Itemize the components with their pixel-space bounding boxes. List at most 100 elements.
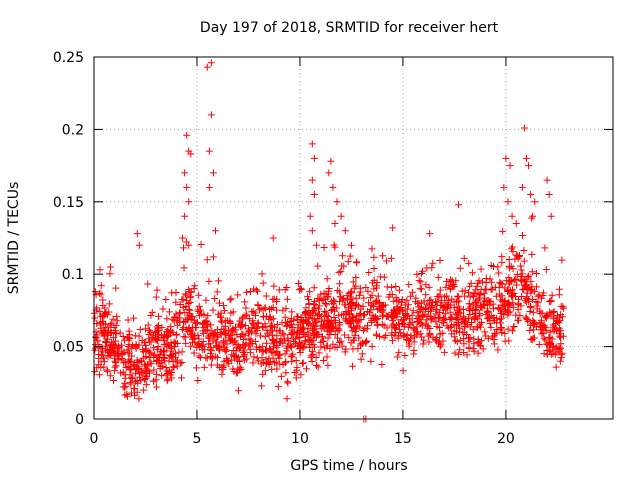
data-point	[527, 191, 535, 199]
data-point	[424, 332, 432, 340]
data-point	[432, 298, 440, 306]
data-point	[451, 349, 459, 357]
data-point	[540, 350, 548, 358]
y-tick-label: 0.2	[62, 122, 84, 138]
data-point	[333, 334, 341, 342]
data-point	[177, 374, 185, 382]
data-point	[387, 254, 395, 262]
data-point	[151, 328, 159, 336]
data-point	[92, 333, 100, 341]
data-point	[325, 284, 333, 292]
data-point	[202, 296, 210, 304]
data-point	[323, 275, 331, 283]
data-point	[426, 230, 434, 238]
data-point	[172, 298, 180, 306]
data-point	[370, 253, 378, 261]
data-point	[528, 250, 536, 258]
data-point	[261, 367, 269, 375]
data-point	[335, 326, 343, 334]
data-point	[337, 337, 345, 345]
data-point	[270, 282, 278, 290]
data-point	[545, 339, 553, 347]
data-point	[243, 311, 251, 319]
data-point	[497, 324, 505, 332]
data-point	[407, 332, 415, 340]
data-point	[556, 316, 564, 324]
data-point	[504, 325, 512, 333]
data-point	[166, 368, 174, 376]
data-point	[287, 352, 295, 360]
data-point	[336, 338, 344, 346]
data-point	[154, 335, 162, 343]
data-point	[207, 345, 215, 353]
data-point	[356, 288, 364, 296]
data-point	[103, 346, 111, 354]
data-point	[481, 285, 489, 293]
data-point	[268, 365, 276, 373]
data-point	[509, 247, 517, 255]
data-point	[530, 326, 538, 334]
data-point	[312, 362, 320, 370]
data-point	[259, 348, 267, 356]
data-point	[399, 367, 407, 375]
data-point	[225, 334, 233, 342]
data-point	[401, 351, 409, 359]
data-point	[440, 314, 448, 322]
data-point	[560, 304, 568, 312]
data-point	[320, 356, 328, 364]
data-point	[292, 356, 300, 364]
data-point	[392, 310, 400, 318]
data-point	[546, 298, 554, 306]
data-point	[429, 259, 437, 267]
data-point	[105, 300, 113, 308]
data-point	[180, 264, 188, 272]
data-point	[337, 212, 345, 220]
data-point	[241, 332, 249, 340]
data-point	[353, 322, 361, 330]
data-point	[416, 315, 424, 323]
data-point	[205, 277, 213, 285]
data-point	[107, 338, 115, 346]
data-point	[142, 374, 150, 382]
data-point	[144, 321, 152, 329]
data-point	[98, 329, 106, 337]
data-point	[248, 308, 256, 316]
data-point	[204, 312, 212, 320]
data-point	[246, 287, 254, 295]
data-point	[322, 320, 330, 328]
data-point	[488, 285, 496, 293]
data-point	[307, 352, 315, 360]
data-point	[366, 294, 374, 302]
data-point	[212, 338, 220, 346]
data-point	[253, 324, 261, 332]
data-point	[111, 341, 119, 349]
data-point	[477, 318, 485, 326]
data-point	[497, 314, 505, 322]
data-point	[152, 293, 160, 301]
data-point	[474, 279, 482, 287]
y-tick-label: 0.1	[62, 267, 84, 283]
data-point	[218, 363, 226, 371]
data-point	[370, 315, 378, 323]
data-point	[364, 308, 372, 316]
data-point	[545, 346, 553, 354]
data-point	[334, 327, 342, 335]
data-point	[463, 321, 471, 329]
data-point	[164, 326, 172, 334]
data-point	[331, 316, 339, 324]
data-point	[213, 333, 221, 341]
data-point	[324, 361, 332, 369]
data-point	[382, 331, 390, 339]
data-point	[135, 363, 143, 371]
data-point	[305, 300, 313, 308]
data-point	[91, 314, 99, 322]
data-point	[435, 293, 443, 301]
data-point	[269, 343, 277, 351]
data-point	[427, 296, 435, 304]
data-point	[328, 305, 336, 313]
data-point	[470, 335, 478, 343]
data-point	[527, 303, 535, 311]
data-point	[327, 317, 335, 325]
data-point	[203, 256, 211, 264]
data-point	[309, 350, 317, 358]
